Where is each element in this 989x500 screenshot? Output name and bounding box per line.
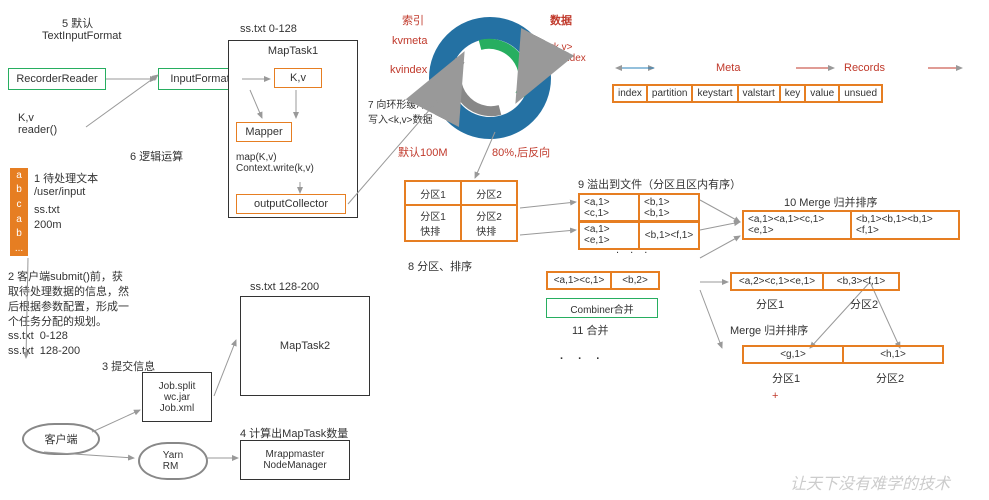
mapkv-label: map(K,v) Context.write(k,v) xyxy=(236,152,314,174)
kv-box: K,v xyxy=(274,68,322,88)
merge-row1: <a,1><a,1><c,1><e,1><b,1><b,1><b,1><f,1> xyxy=(742,210,960,240)
step7-label: 7 向环形缓冲区 写入<k,v>数据 xyxy=(368,96,436,126)
zone1-lbl2: 分区1 xyxy=(756,296,784,312)
mrapp-box: Mrappmaster NodeManager xyxy=(240,440,350,480)
data-label: 数据 xyxy=(550,12,572,28)
tif-label: TextInputFormat xyxy=(42,30,121,42)
ss1-label: ss.txt 0-128 xyxy=(240,23,297,35)
yarn-cloud: Yarn RM xyxy=(138,442,208,480)
step4-label: 4 计算出MapTask数量 xyxy=(240,425,348,441)
kvb-label: <k,v> bufindex xyxy=(548,42,586,64)
plus: + xyxy=(772,390,778,402)
meta-label: Meta xyxy=(716,62,740,74)
job-info: Job.split wc.jar Job.xml xyxy=(142,372,212,422)
step10-label: 10 Merge 归并排序 xyxy=(784,194,878,210)
step5-label: 5 默认 xyxy=(62,15,93,31)
size-200m: 200m xyxy=(34,219,62,231)
ring-buffer-svg xyxy=(0,0,989,500)
row3: <a,1><c,1><b,2> xyxy=(546,271,660,290)
client-cloud: 客户端 xyxy=(22,423,100,455)
dots2: . . . xyxy=(560,350,605,362)
dots1: . . . xyxy=(616,244,651,256)
index-label: 索引 xyxy=(402,12,424,28)
recorder-reader: RecorderReader xyxy=(8,68,106,90)
step2-label: 2 客户端submit()前，获 取待处理数据的信息，然 后根据参数配置，形成一… xyxy=(8,270,129,359)
kv-reader: K,v reader() xyxy=(18,112,57,136)
ss2-label: ss.txt 128-200 xyxy=(250,281,319,293)
def100-label: 默认100M xyxy=(398,144,448,160)
kvmeta-label: kvmeta xyxy=(392,35,427,47)
p80-label: 80%,后反向 xyxy=(492,144,550,160)
row1: <a,1><c,1><b,1><b,1> xyxy=(578,193,700,223)
merge-row3: <g,1><h,1> xyxy=(742,345,944,364)
combiner: Combiner合并 xyxy=(546,298,658,318)
maptask2-box: MapTask2 xyxy=(240,296,370,396)
mapper-box: Mapper xyxy=(236,122,292,142)
zone1-lbl3: 分区1 xyxy=(772,370,800,386)
step8-label: 8 分区、排序 xyxy=(408,258,472,274)
step6-label: 6 逻辑运算 xyxy=(130,148,183,164)
merge-row2: <a,2><c,1><e,1><b,3><f,1> xyxy=(730,272,900,291)
watermark: 让天下没有难学的技术 xyxy=(790,470,950,494)
buffer-header: indexpartitionkeystartvalstartkeyvalueun… xyxy=(612,84,883,103)
zone2-lbl3: 分区2 xyxy=(876,370,904,386)
step9-label: 9 溢出到文件（分区且区内有序） xyxy=(578,176,741,192)
ss-txt: ss.txt xyxy=(34,204,60,216)
output-collector: outputCollector xyxy=(236,194,346,214)
kvindex-label: kvindex xyxy=(390,64,427,76)
zone2-lbl2: 分区2 xyxy=(850,296,878,312)
merge2-label: Merge 归并排序 xyxy=(730,322,808,338)
step1-label: 1 待处理文本 /user/input xyxy=(34,170,98,198)
partition-grid: 分区1分区2 分区1 快排分区2 快排 xyxy=(404,180,518,242)
input-letters: abcab... xyxy=(10,168,28,256)
step11-label: 11 合并 xyxy=(572,322,608,338)
records-label: Records xyxy=(844,62,885,74)
